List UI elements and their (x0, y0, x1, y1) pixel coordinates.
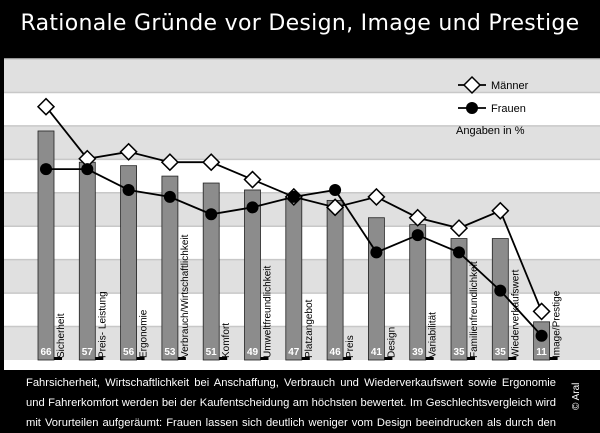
bar-base-tick (425, 357, 434, 360)
frauen-marker (370, 246, 383, 259)
frauen-marker (287, 190, 300, 203)
category-label: Verbrauch/Wirtschaftlichkeit (180, 234, 191, 358)
bar-value-label: 41 (371, 347, 383, 358)
bar (285, 196, 303, 361)
maenner-marker (243, 170, 262, 189)
frauen-marker (411, 229, 424, 242)
bar-base-tick (95, 357, 104, 360)
frauen-marker (81, 163, 94, 176)
bar-base-tick (54, 357, 62, 360)
bar-value-label: 35 (495, 347, 507, 358)
category-label: Variabilität (428, 312, 439, 358)
category-label: Image/Prestige (552, 290, 563, 358)
bar-base-tick (260, 357, 269, 360)
bar-value-label: 11 (536, 347, 547, 358)
category-label: Platzangebot (304, 299, 315, 358)
bar (491, 238, 509, 361)
maenner-marker (326, 198, 345, 217)
maenner-marker (202, 153, 221, 172)
frauen-marker (40, 163, 52, 176)
bar (161, 175, 179, 361)
grid-band (4, 59, 600, 93)
bar (202, 182, 220, 361)
bar-value-label: 47 (288, 347, 300, 358)
bar-base-tick (301, 357, 310, 360)
category-label: Komfort (221, 323, 232, 358)
bar-base-tick (508, 357, 517, 360)
legend-diamond-icon (462, 75, 482, 95)
category-label: Wiederverkaufswert (510, 269, 521, 358)
bar-value-label: 46 (330, 347, 342, 358)
bar-base-tick (343, 357, 352, 360)
bar-value-label: 39 (412, 347, 424, 358)
frauen-marker (205, 208, 218, 221)
bar (367, 217, 385, 361)
category-label: Umweltfreundlichkeit (263, 266, 274, 358)
bar (409, 224, 427, 361)
frauen-marker (329, 183, 342, 196)
bar (120, 165, 137, 361)
unit-note: Angaben in % (456, 125, 525, 137)
category-label: Sicherheit (56, 313, 67, 358)
bar-value-label: 53 (164, 347, 176, 358)
maenner-marker (367, 187, 386, 206)
legend-label-maenner: Männer (491, 80, 529, 92)
chart-title: Rationale Gründe vor Design, Image und P… (20, 11, 580, 36)
bar-base-tick (136, 357, 145, 360)
credit-text: © Aral (571, 382, 582, 410)
maenner-marker (119, 142, 138, 161)
maenner-marker (491, 201, 510, 220)
legend-label-frauen: Frauen (491, 103, 526, 115)
bar-value-label: 66 (40, 347, 52, 358)
bar (244, 189, 261, 361)
maenner-marker (160, 153, 179, 172)
maenner-marker (449, 219, 469, 238)
frauen-marker (163, 190, 176, 203)
caption-text: Fahrsicherheit, Wirtschaftlichkeit bei A… (26, 377, 556, 429)
category-label: Ergonomie (139, 309, 150, 358)
bar-value-label: 57 (82, 347, 94, 358)
grid-band (4, 125, 600, 160)
frauen-marker (453, 246, 465, 259)
bar (326, 199, 344, 361)
bar-value-label: 49 (247, 347, 259, 358)
maenner-marker (36, 97, 56, 116)
frauen-marker (494, 284, 507, 297)
frauen-marker (535, 329, 548, 342)
bar-base-tick (219, 357, 228, 360)
bar-value-label: 56 (123, 347, 135, 358)
frauen-marker (246, 201, 259, 214)
category-label: Preis- Leistung (97, 291, 108, 358)
bar (450, 238, 468, 361)
bar-base-tick (549, 357, 558, 360)
category-label: Design (386, 327, 397, 358)
legend-circle-icon (466, 102, 478, 114)
maenner-marker (408, 208, 427, 227)
bar-base-tick (384, 357, 393, 360)
bar-value-label: 35 (453, 347, 465, 358)
bar-base-tick (177, 357, 186, 360)
category-label: Familienfreundlichkeit (469, 261, 480, 358)
bar-base-tick (467, 357, 475, 360)
bar (37, 130, 55, 361)
bar (78, 161, 96, 361)
frauen-marker (122, 183, 135, 196)
bar-value-label: 51 (206, 347, 218, 358)
category-label: Preis (345, 335, 356, 358)
maenner-marker (532, 302, 551, 321)
